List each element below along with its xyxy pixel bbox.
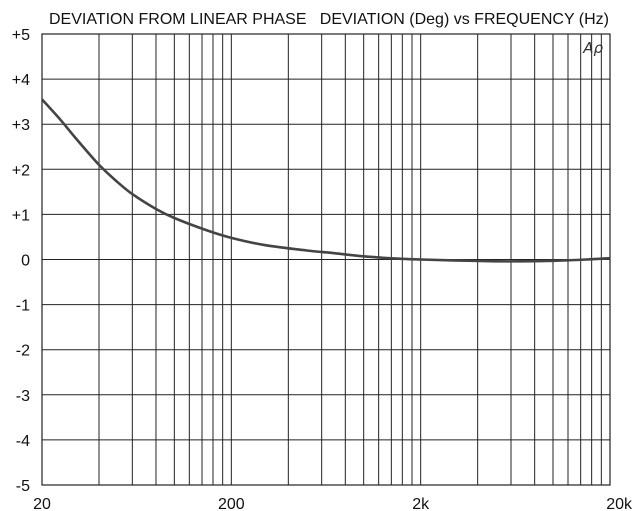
- y-tick-label: -4: [16, 433, 30, 450]
- x-tick-label: 2k: [412, 496, 430, 511]
- x-tick-label: 20: [33, 496, 51, 511]
- y-tick-label: +2: [12, 162, 30, 179]
- chart-title-left: DEVIATION FROM LINEAR PHASE: [49, 11, 307, 28]
- x-tick-label: 200: [218, 496, 245, 511]
- x-tick-label: 20k: [606, 496, 633, 511]
- y-tick-label: -5: [16, 478, 30, 495]
- y-tick-label: +5: [12, 27, 30, 44]
- ap-logo: Aρ: [582, 39, 603, 57]
- y-tick-label: +1: [12, 207, 30, 224]
- y-tick-label: -3: [16, 388, 30, 405]
- phase-deviation-line: [41, 98, 611, 263]
- y-tick-label: 0: [21, 253, 30, 270]
- series-group: [41, 98, 611, 263]
- y-tick-label: -2: [16, 343, 30, 360]
- plot-frame: [41, 33, 611, 486]
- chart-grid: [42, 34, 610, 485]
- y-tick-label: +4: [12, 72, 30, 89]
- y-tick-label: +3: [12, 117, 30, 134]
- y-tick-label: -1: [16, 298, 30, 315]
- x-tick-labels: 20 200 2k 20k: [33, 496, 633, 511]
- y-tick-labels: +5 +4 +3 +2 +1 0 -1 -2 -3 -4 -5: [12, 27, 30, 495]
- chart-title-right: DEVIATION (Deg) vs FREQUENCY (Hz): [320, 11, 609, 28]
